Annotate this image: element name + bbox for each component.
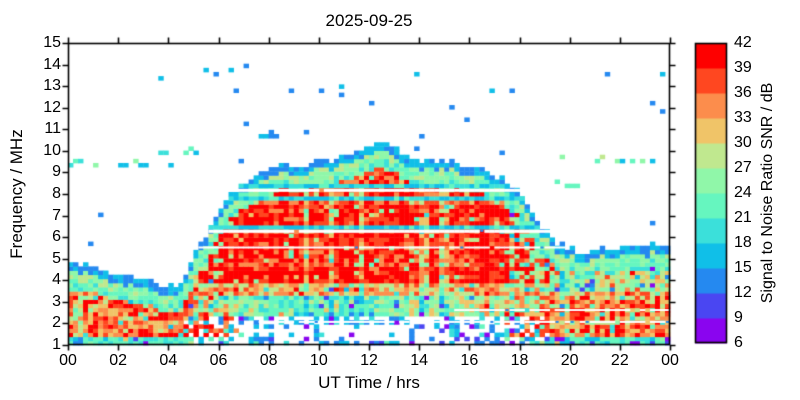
spectrogram-canvas (0, 0, 800, 400)
snr-spectrogram-figure: 2025-09-25 UT Time / hrs Frequency / MHz… (0, 0, 800, 400)
